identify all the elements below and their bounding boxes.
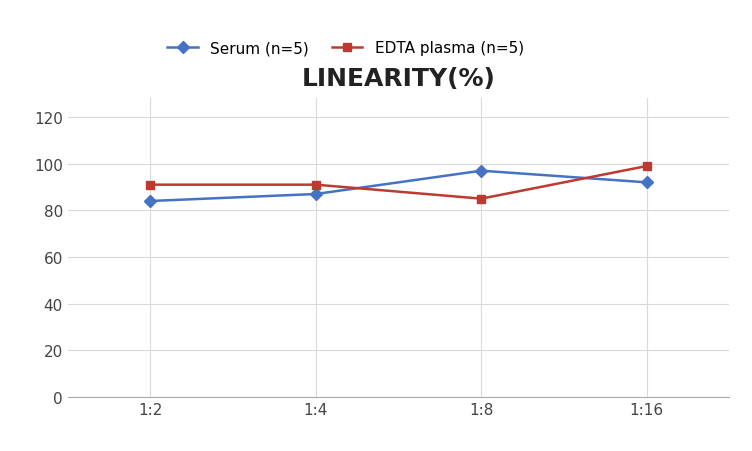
- EDTA plasma (n=5): [311, 183, 320, 188]
- Serum (n=5): [146, 199, 155, 204]
- Serum (n=5): [642, 180, 651, 186]
- EDTA plasma (n=5): [642, 164, 651, 170]
- Title: LINEARITY(%): LINEARITY(%): [302, 66, 496, 90]
- Serum (n=5): [477, 169, 486, 174]
- Serum (n=5): [311, 192, 320, 197]
- EDTA plasma (n=5): [477, 197, 486, 202]
- Line: EDTA plasma (n=5): EDTA plasma (n=5): [146, 162, 651, 203]
- Legend: Serum (n=5), EDTA plasma (n=5): Serum (n=5), EDTA plasma (n=5): [168, 41, 524, 56]
- Line: Serum (n=5): Serum (n=5): [146, 167, 651, 206]
- EDTA plasma (n=5): [146, 183, 155, 188]
